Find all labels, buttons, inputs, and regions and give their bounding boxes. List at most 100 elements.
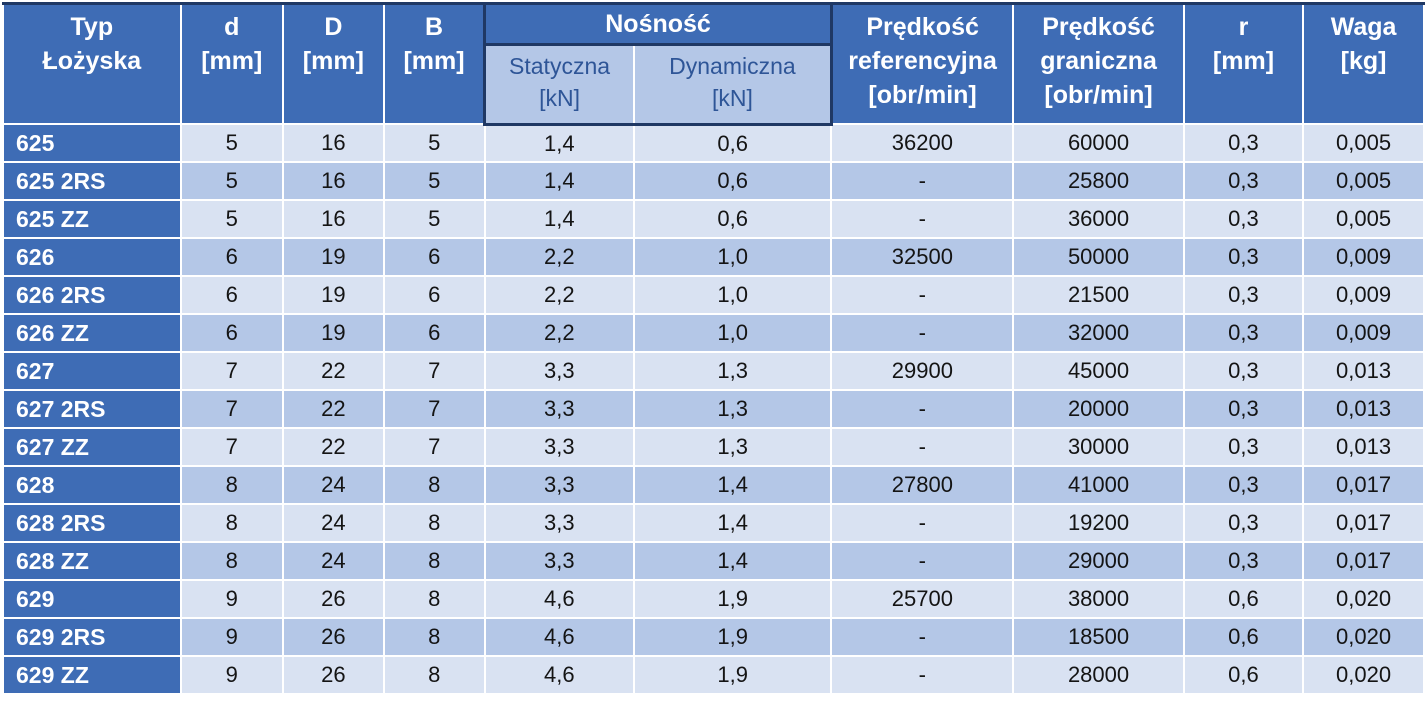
value-cell: 29900	[830, 351, 1015, 392]
value-cell: 0,3	[1182, 503, 1305, 544]
value-cell: 26	[281, 579, 385, 620]
value-cell: 21500	[1012, 275, 1185, 316]
value-cell: 25800	[1012, 161, 1185, 202]
value-cell: 6	[179, 237, 284, 278]
value-cell: 30000	[1012, 427, 1185, 468]
value-cell: 0,020	[1302, 579, 1425, 620]
bearing-type-cell: 628 ZZ	[2, 541, 182, 582]
value-cell: 19	[281, 237, 385, 278]
value-cell: 0,3	[1182, 275, 1305, 316]
value-cell: 5	[179, 123, 284, 164]
bearing-type-cell: 628	[2, 465, 182, 506]
value-cell: 5	[382, 199, 486, 240]
table-row: 628 2RS 8 24 8 3,3 1,4-19200 0,3 0,017	[2, 503, 1425, 544]
value-cell: 1,4	[632, 503, 833, 544]
value-cell: 4,6	[483, 617, 635, 658]
value-cell: 9	[179, 579, 284, 620]
value-cell: 3,3	[483, 427, 635, 468]
value-cell: 16	[281, 199, 385, 240]
header-row-main: Typ Łożyska d [mm] D [mm] B [mm] Nośność…	[2, 2, 1425, 126]
table-row: 625 2RS 5 16 5 1,4 0,6-25800 0,3 0,005	[2, 161, 1425, 202]
value-cell: 1,4	[632, 541, 833, 582]
value-cell: 0,013	[1302, 389, 1425, 430]
value-cell: 8	[382, 503, 486, 544]
value-cell: 0,6	[632, 123, 833, 164]
value-cell: 1,4	[483, 161, 635, 202]
value-cell: 8	[382, 541, 486, 582]
table-body: 625 5 16 5 1,4 0,6 36200 60000 0,3 0,005 625 2RS 5 1…	[2, 123, 1425, 696]
table-row: 626 ZZ 6 19 6 2,2 1,0-32000 0,3 0,009	[2, 313, 1425, 354]
value-cell: 36200	[830, 123, 1015, 164]
value-cell: 0,3	[1182, 313, 1305, 354]
value-cell: 1,0	[632, 237, 833, 278]
value-cell: 1,9	[632, 655, 833, 696]
value-cell: 0,009	[1302, 313, 1425, 354]
value-cell: -	[830, 427, 1015, 468]
value-cell: 1,9	[632, 579, 833, 620]
value-cell: 0,3	[1182, 427, 1305, 468]
value-cell: 3,3	[483, 389, 635, 430]
value-cell: 0,3	[1182, 199, 1305, 240]
value-cell: 3,3	[483, 465, 635, 506]
bearing-type-cell: 625	[2, 123, 182, 164]
value-cell: 1,4	[632, 465, 833, 506]
value-cell: 0,3	[1182, 123, 1305, 164]
value-cell: 0,013	[1302, 351, 1425, 392]
value-cell: 3,3	[483, 541, 635, 582]
value-cell: -	[830, 313, 1015, 354]
value-cell: 0,3	[1182, 465, 1305, 506]
bearing-table-container: Typ Łożyska d [mm] D [mm] B [mm] Nośność…	[2, 2, 1425, 696]
value-cell: 32000	[1012, 313, 1185, 354]
header-D-mm: D [mm]	[281, 2, 385, 126]
value-cell: -	[830, 541, 1015, 582]
value-cell: 26	[281, 617, 385, 658]
value-cell: -	[830, 655, 1015, 696]
value-cell: 0,3	[1182, 541, 1305, 582]
table-row: 628 ZZ 8 24 8 3,3 1,4-29000 0,3 0,017	[2, 541, 1425, 582]
value-cell: 0,3	[1182, 161, 1305, 202]
value-cell: 26	[281, 655, 385, 696]
value-cell: 22	[281, 351, 385, 392]
value-cell: 3,3	[483, 503, 635, 544]
table-row: 629 9 26 8 4,6 1,9 25700 38000 0,6 0,020	[2, 579, 1425, 620]
table-row: 625 ZZ 5 16 5 1,4 0,6-36000 0,3 0,005	[2, 199, 1425, 240]
value-cell: 0,005	[1302, 123, 1425, 164]
value-cell: 25700	[830, 579, 1015, 620]
header-typ-lozyska: Typ Łożyska	[2, 2, 182, 126]
value-cell: 8	[382, 655, 486, 696]
value-cell: 1,0	[632, 313, 833, 354]
table-row: 627 2RS 7 22 7 3,3 1,3-20000 0,3 0,013	[2, 389, 1425, 430]
table-row: 629 ZZ 9 26 8 4,6 1,9-28000 0,6 0,020	[2, 655, 1425, 696]
bearing-type-cell: 626 ZZ	[2, 313, 182, 354]
value-cell: 24	[281, 465, 385, 506]
bearing-type-cell: 625 2RS	[2, 161, 182, 202]
value-cell: 9	[179, 655, 284, 696]
table-row: 628 8 24 8 3,3 1,4 27800 41000 0,3 0,017	[2, 465, 1425, 506]
header-row-sub: Statyczna [kN] Dynamiczna [kN]	[3, 44, 1424, 126]
header-d-mm: d [mm]	[179, 2, 284, 126]
value-cell: 16	[281, 161, 385, 202]
subheader-dynamiczna: Dynamiczna [kN]	[632, 44, 833, 126]
value-cell: 38000	[1012, 579, 1185, 620]
value-cell: 45000	[1012, 351, 1185, 392]
header-predkosc-graniczna: Prędkość graniczna [obr/min]	[1012, 2, 1185, 126]
bearing-type-cell: 627 ZZ	[2, 427, 182, 468]
value-cell: 0,005	[1302, 199, 1425, 240]
bearing-type-cell: 625 ZZ	[2, 199, 182, 240]
value-cell: 0,6	[1182, 655, 1305, 696]
value-cell: 8	[382, 579, 486, 620]
value-cell: 0,020	[1302, 617, 1425, 658]
value-cell: 0,017	[1302, 465, 1425, 506]
value-cell: 5	[382, 123, 486, 164]
value-cell: 7	[179, 427, 284, 468]
value-cell: 1,0	[632, 275, 833, 316]
value-cell: 0,017	[1302, 503, 1425, 544]
value-cell: 0,3	[1182, 237, 1305, 278]
value-cell: 4,6	[483, 655, 635, 696]
value-cell: -	[830, 161, 1015, 202]
value-cell: 6	[179, 275, 284, 316]
value-cell: 9	[179, 617, 284, 658]
table-row: 626 2RS 6 19 6 2,2 1,0-21500 0,3 0,009	[2, 275, 1425, 316]
bearing-type-cell: 629 2RS	[2, 617, 182, 658]
value-cell: 41000	[1012, 465, 1185, 506]
